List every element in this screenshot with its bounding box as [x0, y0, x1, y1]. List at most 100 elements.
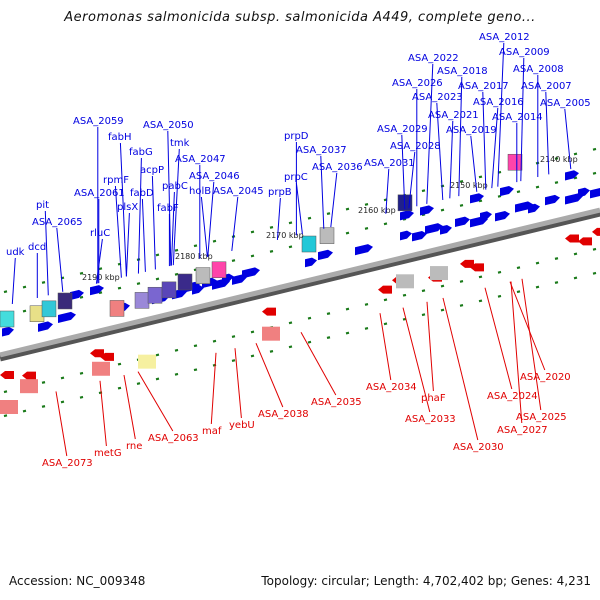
- gene-label-asa-2014[interactable]: ASA_2014: [492, 112, 543, 123]
- gene-label-plsx[interactable]: plsX: [117, 202, 138, 213]
- gene-label-yebu[interactable]: yebU: [229, 420, 255, 431]
- gene-label-asa-2009[interactable]: ASA_2009: [499, 47, 550, 58]
- gene-block[interactable]: [177, 273, 193, 291]
- forward-gene-arrow[interactable]: [305, 257, 317, 268]
- forward-gene-arrow[interactable]: [500, 185, 514, 197]
- gene-label-fabh[interactable]: fabH: [108, 132, 132, 143]
- gene-label-asa-2022[interactable]: ASA_2022: [408, 53, 459, 64]
- forward-gene-arrow[interactable]: [192, 284, 204, 295]
- gene-label-asa-2037[interactable]: ASA_2037: [296, 145, 347, 156]
- forward-gene-arrow[interactable]: [565, 170, 579, 181]
- reverse-gene-arrow[interactable]: [262, 307, 276, 316]
- gene-label-asa-2021[interactable]: ASA_2021: [428, 110, 479, 121]
- gene-label-asa-2036[interactable]: ASA_2036: [312, 162, 363, 173]
- forward-gene-arrow[interactable]: [58, 311, 76, 323]
- forward-gene-arrow[interactable]: [515, 201, 533, 213]
- forward-gene-arrow[interactable]: [70, 289, 84, 301]
- reverse-gene-arrow[interactable]: [100, 352, 114, 361]
- forward-gene-arrow[interactable]: [578, 187, 590, 198]
- gene-block[interactable]: [57, 292, 73, 310]
- gene-block[interactable]: [319, 227, 335, 244]
- forward-gene-arrow[interactable]: [425, 223, 443, 235]
- gene-label-asa-2012[interactable]: ASA_2012: [479, 32, 530, 43]
- gene-block[interactable]: [195, 267, 211, 284]
- gene-label-metg[interactable]: metG: [94, 448, 122, 459]
- gene-label-asa-2019[interactable]: ASA_2019: [446, 125, 497, 136]
- forward-gene-arrow[interactable]: [590, 188, 600, 199]
- gene-block[interactable]: [92, 361, 110, 376]
- gene-block[interactable]: [41, 300, 57, 318]
- gene-block[interactable]: [507, 153, 523, 171]
- forward-gene-arrow[interactable]: [90, 285, 104, 296]
- reverse-gene-arrow[interactable]: [460, 259, 474, 268]
- forward-gene-arrow[interactable]: [440, 224, 452, 235]
- gene-label-acpp[interactable]: acpP: [140, 165, 164, 176]
- gene-label-rpmf[interactable]: rpmF: [103, 175, 129, 186]
- gene-label-asa-2018[interactable]: ASA_2018: [437, 66, 488, 77]
- gene-label-asa-2065[interactable]: ASA_2065: [32, 217, 83, 228]
- gene-block[interactable]: [262, 326, 280, 341]
- forward-gene-arrow[interactable]: [242, 267, 260, 279]
- gene-label-asa-2063[interactable]: ASA_2063: [148, 433, 199, 444]
- forward-gene-arrow[interactable]: [545, 194, 560, 206]
- gene-block[interactable]: [147, 286, 163, 304]
- gene-label-asa-2007[interactable]: ASA_2007: [521, 81, 572, 92]
- gene-label-rne[interactable]: rne: [126, 441, 142, 452]
- reverse-gene-arrow[interactable]: [90, 349, 104, 358]
- gene-label-asa-2034[interactable]: ASA_2034: [366, 382, 417, 393]
- gene-label-phaf[interactable]: phaF: [421, 393, 446, 404]
- gene-label-tmk[interactable]: tmk: [170, 138, 190, 149]
- gene-label-fabg[interactable]: fabG: [129, 147, 153, 158]
- gene-label-asa-2020[interactable]: ASA_2020: [520, 372, 571, 383]
- gene-label-asa-2016[interactable]: ASA_2016: [473, 97, 524, 108]
- forward-gene-arrow[interactable]: [480, 211, 492, 221]
- gene-label-asa-2025[interactable]: ASA_2025: [516, 412, 567, 423]
- gene-label-asa-2008[interactable]: ASA_2008: [513, 64, 564, 75]
- gene-label-asa-2047[interactable]: ASA_2047: [175, 154, 226, 165]
- gene-label-asa-2073[interactable]: ASA_2073: [42, 458, 93, 469]
- forward-gene-arrow[interactable]: [420, 205, 434, 216]
- gene-label-asa-2038[interactable]: ASA_2038: [258, 409, 309, 420]
- reverse-gene-arrow[interactable]: [0, 371, 14, 379]
- gene-label-dcd[interactable]: dcd: [28, 242, 46, 253]
- reverse-gene-arrow[interactable]: [565, 234, 579, 243]
- gene-block[interactable]: [138, 354, 156, 369]
- gene-label-asa-2023[interactable]: ASA_2023: [412, 92, 463, 103]
- gene-label-asa-2031[interactable]: ASA_2031: [364, 158, 415, 169]
- gene-block[interactable]: [0, 310, 15, 328]
- forward-gene-arrow[interactable]: [2, 326, 14, 337]
- forward-gene-arrow[interactable]: [528, 203, 540, 214]
- gene-block[interactable]: [134, 292, 150, 309]
- gene-label-asa-2028[interactable]: ASA_2028: [390, 141, 441, 152]
- gene-label-pit[interactable]: pit: [36, 200, 49, 211]
- gene-label-pabc[interactable]: pabC: [162, 181, 188, 192]
- gene-label-asa-2059[interactable]: ASA_2059: [73, 116, 124, 127]
- gene-label-prpc[interactable]: prpC: [284, 172, 308, 183]
- forward-gene-arrow[interactable]: [38, 321, 53, 332]
- gene-label-asa-2033[interactable]: ASA_2033: [405, 414, 456, 425]
- gene-block[interactable]: [430, 266, 448, 281]
- gene-label-asa-2035[interactable]: ASA_2035: [311, 397, 362, 408]
- reverse-gene-arrow[interactable]: [470, 263, 484, 272]
- gene-label-prpd[interactable]: prpD: [284, 131, 309, 142]
- gene-label-asa-2061[interactable]: ASA_2061: [74, 188, 125, 199]
- gene-label-asa-2027[interactable]: ASA_2027: [497, 425, 548, 436]
- gene-block[interactable]: [20, 379, 38, 394]
- reverse-gene-arrow[interactable]: [22, 371, 36, 380]
- gene-block[interactable]: [161, 281, 177, 299]
- gene-label-prpb[interactable]: prpB: [268, 187, 292, 198]
- reverse-gene-arrow[interactable]: [378, 285, 392, 294]
- forward-gene-arrow[interactable]: [318, 249, 333, 261]
- gene-label-fabd[interactable]: fabD: [130, 188, 154, 199]
- gene-label-holb[interactable]: holB: [189, 186, 211, 197]
- gene-label-asa-2030[interactable]: ASA_2030: [453, 442, 504, 453]
- forward-gene-arrow[interactable]: [400, 230, 412, 241]
- gene-label-asa-2046[interactable]: ASA_2046: [189, 171, 240, 182]
- gene-labels[interactable]: ASA_2012 ASA_2009 ASA_2008 ASA_2007 ASA_2005…: [6, 32, 591, 469]
- gene-block[interactable]: [0, 400, 18, 414]
- gene-label-asa-2026[interactable]: ASA_2026: [392, 78, 443, 89]
- gene-block[interactable]: [396, 274, 414, 289]
- gene-block[interactable]: [301, 235, 317, 253]
- reverse-gene-arrow[interactable]: [578, 237, 592, 246]
